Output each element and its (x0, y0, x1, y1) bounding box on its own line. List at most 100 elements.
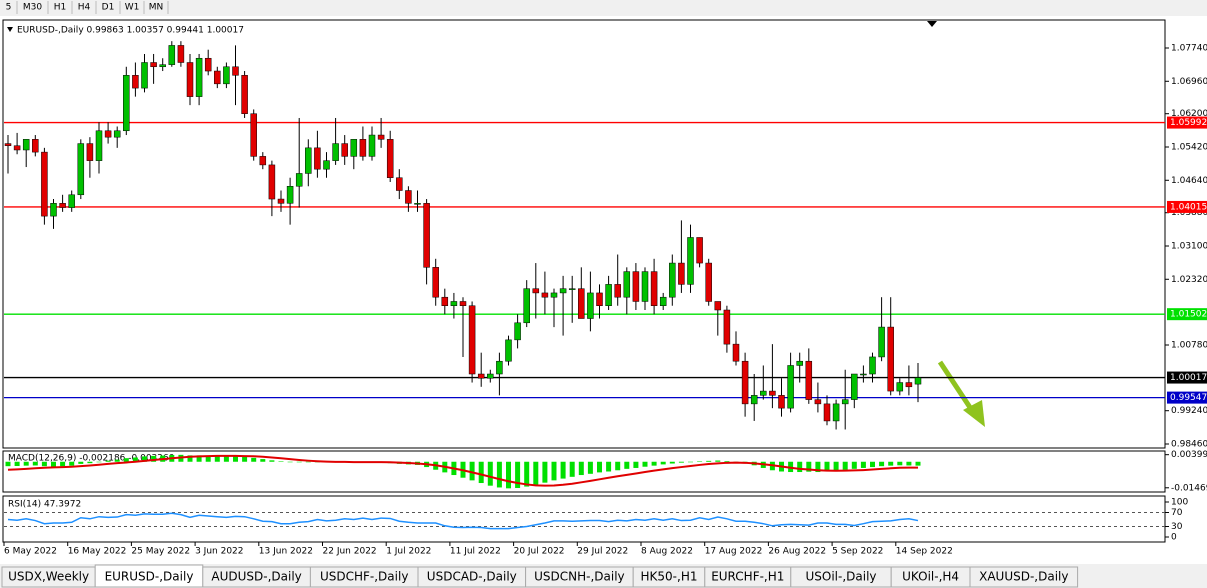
tab[interactable]: XAUUSD-,Daily (969, 566, 1079, 588)
macd-bar (260, 459, 266, 462)
candle-body (550, 292, 558, 298)
candle-body (232, 66, 239, 76)
macd-bar (688, 461, 693, 463)
x-tick-label: 13 Jun 2022 (259, 547, 313, 557)
level-label: 1.04015 (1170, 202, 1207, 212)
candle-body (632, 271, 640, 302)
macd-signal (7, 454, 918, 487)
x-tick-label: 16 May 2022 (68, 547, 127, 557)
macd-bar (560, 461, 566, 479)
tab[interactable]: USDCNH-,Daily (525, 566, 634, 588)
macd-bar (233, 456, 238, 462)
timeframe-button[interactable]: 5 (6, 3, 12, 13)
main-pane (2, 19, 1166, 449)
level-label-box (1167, 371, 1207, 384)
candle-body (132, 75, 139, 89)
macd-bar (187, 455, 193, 462)
tab-label[interactable]: USDCAD-,Daily (427, 570, 517, 584)
tab[interactable]: USDCHF-,Daily (309, 566, 419, 588)
rsi-pane (2, 495, 1166, 543)
candle-body (459, 301, 467, 306)
macd-bar (60, 461, 66, 467)
timeframe-button[interactable]: H1 (54, 3, 67, 13)
tab-label[interactable]: XAUUSD-,Daily (979, 570, 1068, 584)
tab[interactable]: UKOil-,H4 (890, 566, 971, 588)
candle-body (159, 64, 166, 68)
candle-body (532, 288, 540, 294)
tab[interactable]: EURCHF-,H1 (704, 566, 792, 588)
timeframe-button[interactable]: H4 (78, 3, 91, 13)
macd-bar (897, 461, 903, 466)
tab-label[interactable]: USDCNH-,Daily (534, 570, 625, 584)
toolbar (0, 0, 1207, 16)
tab[interactable]: HK50-,H1 (632, 566, 706, 588)
trend-arrow (937, 360, 985, 427)
macd-bar (597, 461, 602, 473)
tab-label[interactable]: EURCHF-,H1 (711, 570, 784, 584)
macd-bar (806, 461, 812, 472)
macd-bar (41, 461, 47, 467)
candle-body (487, 373, 494, 379)
macd-bar (724, 461, 730, 462)
timeframe-button[interactable]: W1 (125, 3, 140, 13)
candle-body (832, 403, 840, 422)
tab-label[interactable]: USDX,Weekly (8, 570, 89, 584)
x-tick-label: 20 Jul 2022 (514, 547, 565, 557)
tab-label[interactable]: USDCHF-,Daily (320, 570, 408, 584)
tab[interactable]: EURUSD-,Daily (94, 564, 204, 588)
tab-label[interactable]: AUDUSD-,Daily (211, 570, 301, 584)
candle-body (4, 143, 12, 146)
candle-body (414, 203, 421, 205)
candle-body (368, 134, 376, 157)
macd-bar (242, 456, 248, 462)
x-tick-label: 6 May 2022 (4, 547, 57, 557)
candle-body (541, 292, 549, 298)
macd-bar (842, 461, 848, 470)
macd-bar (797, 461, 803, 473)
candle-body (769, 390, 776, 396)
tab-label[interactable]: EURUSD-,Daily (105, 570, 194, 584)
macd-bar (678, 461, 684, 463)
timeframe-button[interactable]: MN (149, 3, 164, 13)
macd-bar (305, 461, 311, 463)
x-tick-label: 5 Sep 2022 (832, 547, 883, 557)
macd-bar (851, 461, 857, 469)
candle-body (104, 130, 112, 138)
candle-body (523, 288, 530, 324)
candle-body (141, 62, 148, 89)
level-label: 0.99547 (1170, 393, 1207, 403)
tab-label[interactable]: HK50-,H1 (641, 570, 698, 584)
candle-body (341, 143, 348, 157)
candle-body (860, 373, 867, 376)
macd-bar (824, 461, 830, 472)
macd-bar (651, 461, 657, 466)
symbol-marker (7, 27, 13, 32)
candle-body (741, 360, 749, 405)
macd-bar (469, 461, 475, 481)
timeframe-button[interactable]: M30 (23, 3, 42, 13)
y-tick-label: 1.05420 (1171, 142, 1207, 152)
candle-body (814, 399, 822, 405)
tab[interactable]: AUDUSD-,Daily (202, 566, 311, 588)
macd-bar (151, 455, 157, 462)
candle-body (596, 292, 603, 306)
candle-body (914, 377, 922, 385)
candle-body (468, 305, 476, 375)
timeframe-button[interactable]: D1 (102, 3, 115, 13)
tab[interactable]: USDX,Weekly (1, 566, 96, 588)
tab[interactable]: USOil-,Daily (790, 566, 892, 588)
rsi-line (7, 512, 919, 530)
x-tick-label: 29 Jul 2022 (577, 547, 628, 557)
candle-body (396, 177, 403, 191)
y-tick-label: 1.00780 (1171, 340, 1207, 350)
macd-bar (142, 456, 147, 462)
tab-label[interactable]: USOil-,Daily (805, 570, 876, 584)
tab-label[interactable]: UKOil-,H4 (902, 570, 959, 584)
y-tick-label: -0.01469 (1171, 483, 1207, 493)
macd-bar (515, 461, 521, 488)
macd-bar (205, 455, 211, 462)
candle-body (805, 360, 813, 400)
candle-body (86, 143, 94, 161)
candle-body (450, 301, 458, 306)
tab[interactable]: USDCAD-,Daily (417, 566, 527, 588)
